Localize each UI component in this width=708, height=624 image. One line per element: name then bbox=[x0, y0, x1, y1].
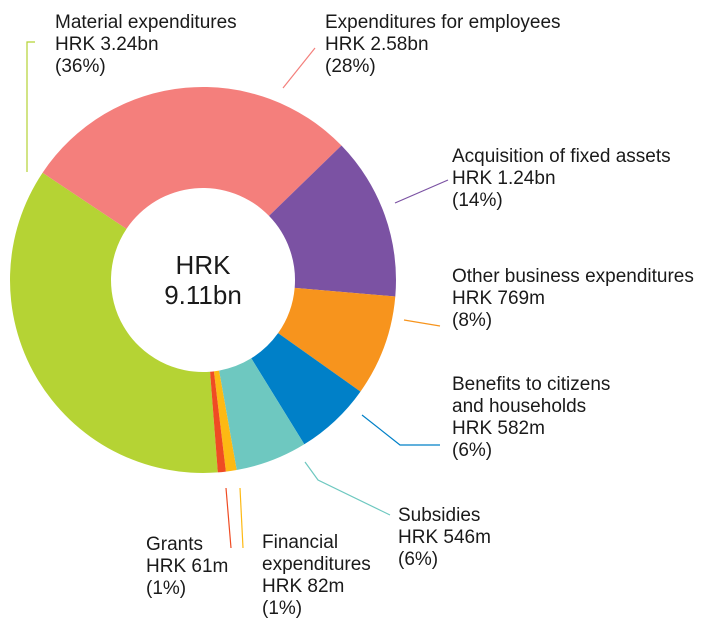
leader-line bbox=[225, 487, 232, 549]
category-name: Acquisition of fixed assets bbox=[452, 146, 671, 167]
donut-slice bbox=[9, 172, 218, 473]
donut-slice bbox=[251, 333, 361, 445]
percent-label: (6%) bbox=[398, 549, 439, 570]
percent-label: (36%) bbox=[55, 56, 106, 77]
leader-line bbox=[282, 47, 316, 89]
slice-label: Material expenditures HRK 3.24bn (36%) bbox=[55, 12, 237, 78]
slice-label: Expenditures for employees HRK 2.58bn (28%… bbox=[325, 12, 561, 78]
value-label: HRK 1.24bn bbox=[452, 168, 556, 189]
percent-label: (14%) bbox=[452, 190, 503, 211]
category-name: Benefits to citizens and households bbox=[452, 374, 611, 417]
leader-line bbox=[304, 461, 391, 516]
value-label: HRK 3.24bn bbox=[55, 34, 159, 55]
category-name: Subsidies bbox=[398, 505, 481, 526]
percent-label: (8%) bbox=[452, 310, 493, 331]
donut-slice bbox=[210, 371, 226, 473]
leader-line bbox=[403, 319, 441, 327]
center-label: HRK 9.11bn bbox=[128, 250, 278, 310]
donut-slice bbox=[219, 358, 305, 471]
value-label: HRK 61m bbox=[146, 556, 229, 577]
percent-label: (1%) bbox=[146, 578, 187, 599]
value-label: HRK 582m bbox=[452, 418, 545, 439]
slice-label: Other business expenditures HRK 769m (8%) bbox=[452, 266, 694, 332]
percent-label: (28%) bbox=[325, 56, 376, 77]
leader-line bbox=[394, 179, 449, 204]
slice-label: Grants HRK 61m (1%) bbox=[146, 534, 228, 600]
slice-label: Subsidies HRK 546m (6%) bbox=[398, 505, 491, 571]
category-name: Expenditures for employees bbox=[325, 12, 561, 33]
category-name: Grants bbox=[146, 534, 204, 555]
donut-slice bbox=[213, 370, 237, 472]
slice-label: Benefits to citizens and households HRK 5… bbox=[452, 374, 642, 462]
leader-line bbox=[26, 41, 35, 172]
slice-label: Acquisition of fixed assets HRK 1.24bn (14… bbox=[452, 146, 671, 212]
slice-label: Financial expenditures HRK 82m (1%) bbox=[262, 532, 387, 620]
value-label: HRK 82m bbox=[262, 576, 345, 597]
value-label: HRK 546m bbox=[398, 527, 491, 548]
category-name: Material expenditures bbox=[55, 12, 237, 33]
value-label: HRK 2.58bn bbox=[325, 34, 429, 55]
category-name: Financial expenditures bbox=[262, 532, 371, 575]
donut-slice bbox=[42, 87, 342, 229]
donut-slice bbox=[278, 287, 396, 392]
percent-label: (1%) bbox=[262, 598, 303, 619]
center-line: HRK bbox=[175, 250, 231, 280]
percent-label: (6%) bbox=[452, 440, 493, 461]
category-name: Other business expenditures bbox=[452, 266, 694, 287]
leader-line bbox=[239, 487, 244, 549]
donut-slice bbox=[269, 145, 396, 297]
leader-line bbox=[361, 414, 440, 446]
value-label: HRK 769m bbox=[452, 288, 545, 309]
center-line: 9.11bn bbox=[164, 280, 242, 310]
